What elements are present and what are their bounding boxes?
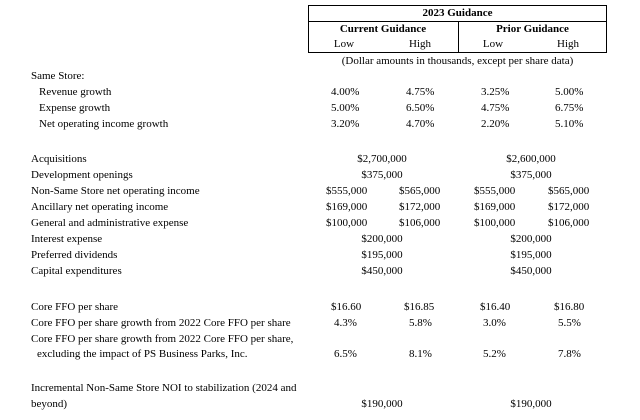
- value-cell: $106,000: [399, 217, 441, 229]
- value-cell: $169,000: [326, 201, 368, 213]
- row-label: Net operating income growth: [39, 118, 169, 130]
- row-label: Development openings: [31, 169, 133, 181]
- value-cell: $106,000: [548, 217, 590, 229]
- value-cell: 4.75%: [406, 86, 435, 98]
- guidance-header-box: [308, 5, 607, 53]
- prior-low-heading: Low: [482, 38, 504, 50]
- value-cell: 4.75%: [481, 102, 510, 114]
- row-label: Expense growth: [39, 102, 111, 114]
- value-cell: 5.00%: [555, 86, 584, 98]
- value-cell: $200,000: [361, 233, 403, 245]
- row-label: Ancillary net operating income: [31, 201, 169, 213]
- value-cell: $555,000: [326, 185, 368, 197]
- value-cell: $450,000: [361, 265, 403, 277]
- value-cell: 6.5%: [334, 348, 357, 360]
- value-cell: $2,600,000: [506, 153, 556, 165]
- value-cell: 5.00%: [331, 102, 360, 114]
- value-cell: $16.80: [554, 301, 585, 313]
- value-cell: $555,000: [474, 185, 516, 197]
- row-label: Core FFO per share: [31, 301, 119, 313]
- row-label: Core FFO per share growth from 2022 Core…: [31, 317, 291, 329]
- value-cell: $565,000: [399, 185, 441, 197]
- value-cell: $195,000: [361, 249, 403, 261]
- row-label: Acquisitions: [31, 153, 87, 165]
- value-cell: 4.3%: [334, 317, 357, 329]
- value-cell: $200,000: [510, 233, 552, 245]
- value-cell: 6.75%: [555, 102, 584, 114]
- value-cell: $16.60: [331, 301, 362, 313]
- row-label: Interest expense: [31, 233, 103, 245]
- prior-high-heading: High: [557, 38, 579, 50]
- value-cell: $450,000: [510, 265, 552, 277]
- value-cell: 3.25%: [481, 86, 510, 98]
- year-title: 2023 Guidance: [422, 7, 493, 19]
- value-cell: $100,000: [474, 217, 516, 229]
- row-label: Core FFO per share growth from 2022 Core…: [31, 333, 294, 345]
- value-cell: $100,000: [326, 217, 368, 229]
- guidance-column-divider: [458, 21, 459, 53]
- row-label-continued: excluding the impact of PS Business Park…: [37, 348, 248, 360]
- prior-guidance-heading: Prior Guidance: [496, 23, 569, 35]
- value-cell: $16.40: [480, 301, 511, 313]
- units-note: (Dollar amounts in thousands, except per…: [341, 55, 574, 67]
- value-cell: 3.0%: [483, 317, 506, 329]
- value-cell: 6.50%: [406, 102, 435, 114]
- value-cell: $375,000: [510, 169, 552, 181]
- row-label: General and administrative expense: [31, 217, 189, 229]
- current-high-heading: High: [409, 38, 431, 50]
- value-cell: $190,000: [510, 398, 552, 410]
- current-low-heading: Low: [333, 38, 355, 50]
- value-cell: 7.8%: [558, 348, 581, 360]
- row-label: Preferred dividends: [31, 249, 118, 261]
- value-cell: $565,000: [548, 185, 590, 197]
- value-cell: $195,000: [510, 249, 552, 261]
- value-cell: $375,000: [361, 169, 403, 181]
- value-cell: $172,000: [399, 201, 441, 213]
- current-guidance-heading: Current Guidance: [339, 23, 427, 35]
- value-cell: 5.5%: [558, 317, 581, 329]
- value-cell: 4.70%: [406, 118, 435, 130]
- row-label: Revenue growth: [39, 86, 112, 98]
- row-label: Non-Same Store net operating income: [31, 185, 200, 197]
- value-cell: $169,000: [474, 201, 516, 213]
- value-cell: 4.00%: [331, 86, 360, 98]
- value-cell: 3.20%: [331, 118, 360, 130]
- row-label-continued: beyond): [31, 398, 68, 410]
- row-label: Capital expenditures: [31, 265, 122, 277]
- value-cell: $2,700,000: [357, 153, 407, 165]
- value-cell: 8.1%: [409, 348, 432, 360]
- row-label: Incremental Non-Same Store NOI to stabil…: [31, 382, 297, 394]
- value-cell: $172,000: [548, 201, 590, 213]
- value-cell: 5.8%: [409, 317, 432, 329]
- value-cell: $190,000: [361, 398, 403, 410]
- value-cell: $16.85: [404, 301, 435, 313]
- value-cell: 5.2%: [483, 348, 506, 360]
- value-cell: 2.20%: [481, 118, 510, 130]
- same-store-heading: Same Store:: [31, 70, 85, 82]
- guidance-header-divider: [308, 21, 607, 22]
- value-cell: 5.10%: [555, 118, 584, 130]
